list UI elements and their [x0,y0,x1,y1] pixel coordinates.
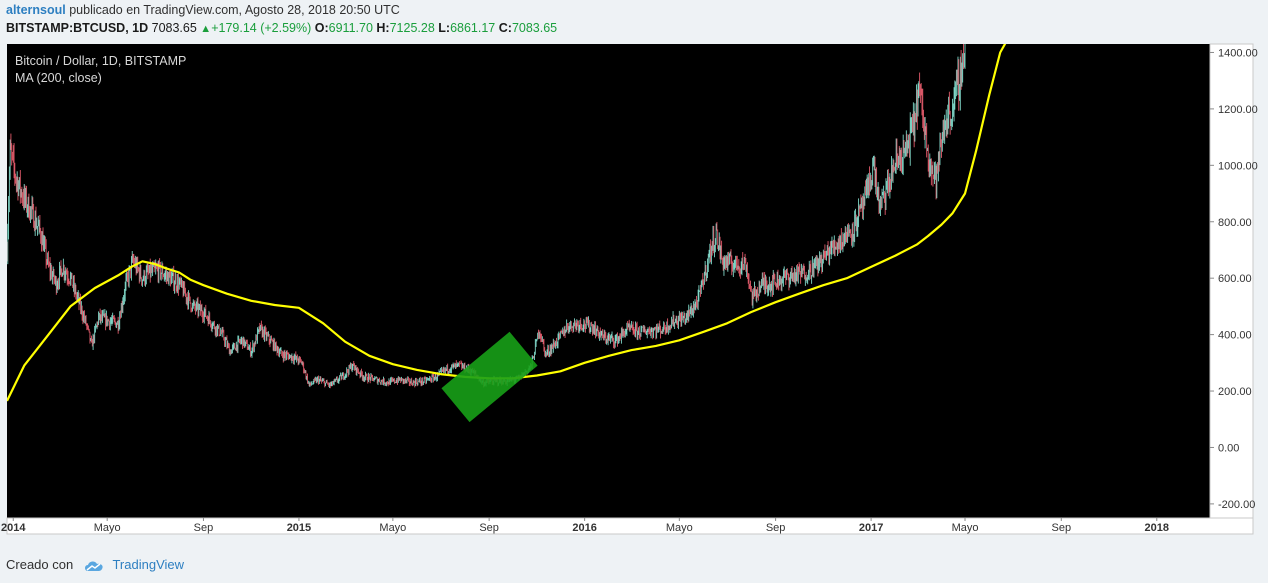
last-price: 7083.65 [151,21,197,35]
x-tick-label: Sep [479,522,499,534]
highlight-rectangle [441,331,538,423]
high-label: H: [376,21,390,35]
open-value: 6911.70 [328,21,373,35]
x-axis-panel [6,517,1254,535]
high-value: 7125.28 [389,21,435,35]
up-triangle-icon: ▲ [200,23,212,35]
y-tick-label: 1200.00 [1218,104,1258,116]
footer: Creado con TradingView [6,557,184,573]
x-tick-label: Mayo [379,522,406,534]
x-tick-label: 2017 [859,522,883,534]
quote-line: BITSTAMP:BTCUSD, 1D 7083.65 ▲+179.14 (+2… [6,21,557,35]
x-tick-label: Mayo [94,522,121,534]
change-value: +179.14 (+2.59%) [211,21,312,35]
publish-line: alternsoul publicado en TradingView.com,… [6,3,400,17]
legend-indicator: MA (200, close) [15,71,102,85]
tradingview-brand-link[interactable]: TradingView [112,557,185,572]
x-tick-label: 2015 [287,522,311,534]
y-axis-panel [1209,43,1254,519]
x-tick-label: 2016 [572,522,596,534]
close-label: C: [498,21,512,35]
x-tick-label: Sep [766,522,786,534]
legend-title: Bitcoin / Dollar, 1D, BITSTAMP [15,54,186,68]
x-tick-label: Mayo [952,522,979,534]
symbol-label: BITSTAMP:BTCUSD, 1D [6,21,149,35]
published-text: publicado en TradingView.com, Agosto 28,… [69,3,400,17]
y-tick-label: 1400.00 [1218,47,1258,59]
close-value: 7083.65 [511,21,558,35]
x-tick-label: Mayo [666,522,693,534]
plot-area [7,44,1007,423]
x-tick-label: Sep [1051,522,1071,534]
author-link[interactable]: alternsoul [6,3,66,17]
y-tick-label: -200.00 [1218,499,1255,511]
x-tick-label: Sep [194,522,214,534]
y-tick-label: 400.00 [1218,330,1252,342]
x-tick-label: 2014 [1,522,26,534]
low-label: L: [438,21,451,35]
y-tick-label: 0.00 [1218,442,1239,454]
price-chart[interactable]: Bitcoin / Dollar, 1D, BITSTAMP MA (200, c… [0,40,1268,550]
x-tick-label: 2018 [1145,522,1169,534]
created-with-label: Creado con [6,557,74,572]
plot-background [7,44,1210,518]
y-tick-label: 600.00 [1218,273,1252,285]
price-candles [7,44,966,389]
tradingview-cloud-icon [84,561,103,571]
open-label: O: [314,21,329,35]
y-tick-label: 200.00 [1218,386,1252,398]
low-value: 6861.17 [450,21,496,35]
y-tick-label: 800.00 [1218,217,1252,229]
y-tick-label: 1000.00 [1218,160,1258,172]
